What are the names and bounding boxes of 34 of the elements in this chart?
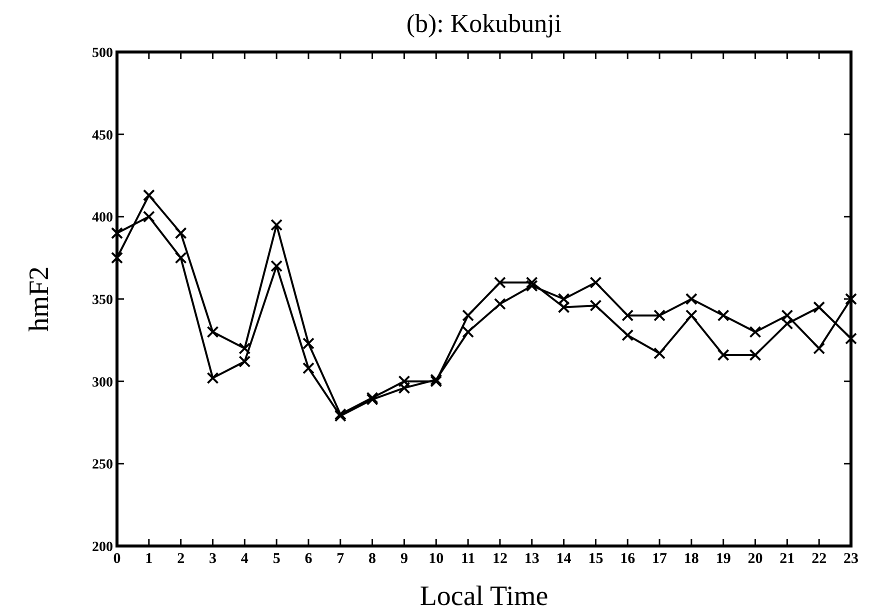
x-tick-label: 19 (716, 551, 731, 567)
y-tick-label: 300 (92, 375, 113, 390)
y-tick-label: 400 (92, 210, 113, 226)
x-tick-label: 17 (652, 551, 668, 567)
x-tick-label: 2 (177, 551, 185, 567)
x-tick-label: 13 (524, 551, 540, 567)
x-tick-label: 4 (240, 551, 249, 567)
x-tick-label: 10 (428, 551, 444, 567)
x-tick-label: 6 (304, 551, 313, 567)
x-tick-label: 21 (780, 551, 795, 567)
x-tick-label: 9 (400, 551, 408, 567)
x-tick-label: 8 (368, 551, 376, 567)
x-tick-label: 15 (588, 551, 604, 567)
y-tick-label: 200 (92, 540, 113, 555)
x-tick-label: 5 (272, 551, 280, 567)
x-tick-label: 1 (145, 551, 153, 567)
x-tick-label: 14 (556, 551, 572, 567)
y-tick-label: 450 (92, 128, 113, 144)
x-tick-label: 22 (812, 551, 827, 567)
x-axis-title: Local Time (420, 581, 548, 612)
x-tick-label: 16 (620, 551, 636, 567)
x-tick-label: 3 (208, 551, 216, 567)
x-tick-label: 23 (844, 551, 858, 567)
y-tick-label: 250 (92, 458, 113, 473)
y-tick-label: 350 (92, 293, 113, 308)
y-axis-title: hmF2 (24, 266, 55, 332)
x-tick-label: 12 (492, 551, 508, 567)
x-tick-label: 0 (113, 551, 121, 567)
x-tick-label: 18 (684, 551, 699, 567)
chart-title: (b): Kokubunji (406, 9, 562, 38)
x-tick-label: 11 (460, 551, 476, 567)
x-tick-label: 20 (748, 551, 763, 567)
y-tick-label: 500 (92, 46, 113, 61)
x-tick-label: 7 (336, 551, 345, 567)
